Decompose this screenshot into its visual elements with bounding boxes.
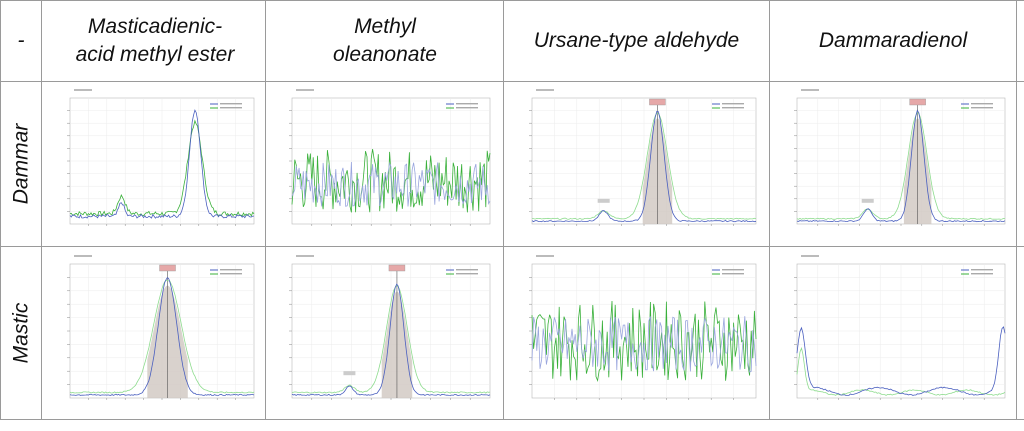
column-header-dammaradienol: Dammaradienol [818, 29, 968, 52]
chromatogram-dammar-methyl-oleanonate [270, 86, 496, 238]
series-green-trace [531, 300, 757, 382]
column-header-ursane-type-aldehyde: Ursane-type aldehyde [533, 29, 740, 52]
table-border-right [1016, 0, 1017, 420]
series-green-trace [796, 346, 1006, 396]
plot-header-mark [536, 89, 554, 91]
legend-text-mark [722, 103, 744, 105]
legend-text-mark [456, 273, 478, 275]
legend-text-mark [220, 103, 242, 105]
legend-text-mark [971, 269, 993, 271]
chromatogram-dammar-masticadienic-acid-methyl-ester [48, 86, 260, 238]
table-border-bottom [0, 419, 1024, 420]
peak-label-box [159, 264, 176, 272]
table-border-left [0, 0, 1, 420]
series-blue-trace [531, 316, 757, 373]
legend-text-mark [220, 269, 242, 271]
row-label-dammar: Dammar [9, 123, 33, 205]
chromatogram-svg [67, 89, 255, 226]
legend-text-mark [971, 103, 993, 105]
series-green-trace [69, 279, 255, 394]
legend-text-mark [456, 107, 478, 109]
legend-text-mark [220, 107, 242, 109]
peak-label-box [909, 98, 926, 106]
plot-header-mark [74, 255, 92, 257]
legend-text-mark [220, 273, 242, 275]
legend-text-mark [971, 107, 993, 109]
series-blue-trace [69, 277, 255, 396]
plot-header-mark [74, 89, 92, 91]
chromatogram-svg [794, 89, 1006, 226]
series-green-trace [532, 112, 757, 220]
series-blue-trace [531, 110, 757, 223]
table-divider-header [0, 81, 1024, 82]
chromatogram-mastic-ursane-type-aldehyde [510, 252, 762, 412]
chromatogram-svg [529, 89, 757, 226]
chromatogram-svg [794, 255, 1006, 400]
plot-header-mark [536, 255, 554, 257]
legend-text-mark [456, 103, 478, 105]
minor-peak-label [343, 371, 356, 376]
table-divider-col-4 [769, 0, 770, 420]
plot-header-mark [296, 255, 314, 257]
table-border-top [0, 0, 1024, 1]
table-divider-col-1 [41, 0, 42, 420]
minor-peak-label [597, 198, 610, 203]
chromatogram-mastic-methyl-oleanonate [270, 252, 496, 412]
peak-label-box [388, 264, 406, 272]
peak-label-box [649, 98, 666, 106]
plot-header-mark [296, 89, 314, 91]
legend-text-mark [456, 269, 478, 271]
legend-text-mark [722, 269, 744, 271]
legend-text-mark [971, 273, 993, 275]
series-blue-trace [796, 109, 1006, 223]
series-blue-trace [796, 326, 1006, 396]
chromatogram-svg [529, 255, 757, 400]
plot-header-mark [801, 255, 819, 257]
plot-header-mark [801, 89, 819, 91]
series-blue-trace [69, 109, 254, 219]
column-header-methyl-oleanonate: Methyl oleanonate [333, 15, 437, 66]
row-label-mastic: Mastic [9, 302, 32, 364]
series-blue-trace [291, 283, 491, 396]
series-green-trace [69, 119, 255, 217]
chromatogram-mastic-masticadienic-acid-methyl-ester [48, 252, 260, 412]
chromatogram-dammar-dammaradienol [775, 86, 1011, 238]
chromatogram-svg [289, 89, 491, 226]
table-divider-col-2 [265, 0, 266, 420]
column-header-masticadienic-acid-methyl-ester: Masticadienic-acid methyl ester [75, 15, 235, 66]
chromatogram-mastic-dammaradienol [775, 252, 1011, 412]
series-green-trace [796, 112, 1006, 220]
legend-text-mark [722, 273, 744, 275]
table-divider-col-3 [503, 0, 504, 420]
chromatogram-svg [67, 255, 255, 400]
series-green-trace [291, 284, 491, 394]
table-corner-cell: - [17, 29, 25, 52]
chromatogram-dammar-ursane-type-aldehyde [510, 86, 762, 238]
legend-text-mark [722, 107, 744, 109]
chromatogram-svg [289, 255, 491, 400]
table-divider-row [0, 246, 1024, 247]
minor-peak-label [861, 198, 874, 203]
series-blue-trace [291, 161, 491, 207]
